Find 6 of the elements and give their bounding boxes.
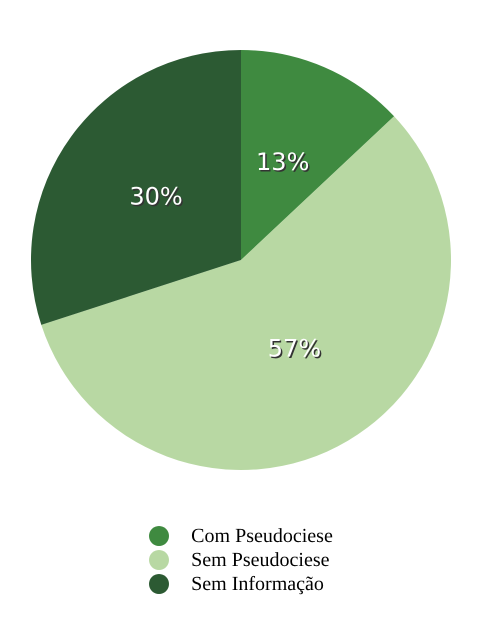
legend-label: Sem Informação	[190, 572, 325, 596]
data-label: 30%	[130, 184, 184, 212]
data-label: 13%	[258, 149, 311, 178]
data-label: 57%	[269, 336, 323, 364]
legend-label: Sem Pseudociese	[190, 548, 330, 572]
legend-label: Com Pseudociese	[190, 524, 333, 548]
